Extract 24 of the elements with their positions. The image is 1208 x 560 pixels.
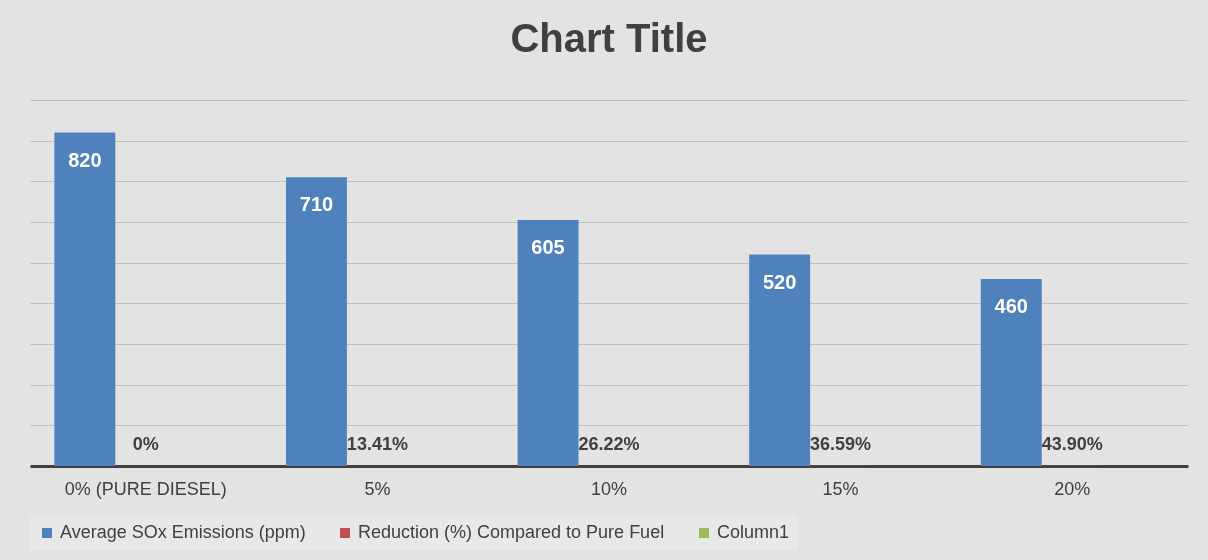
x-tick-label: 15%	[822, 478, 859, 499]
bar	[54, 132, 116, 466]
chart-title: Chart Title	[510, 16, 708, 60]
bar	[517, 219, 579, 466]
data-label: 26.22%	[578, 433, 640, 454]
x-tick-label: 20%	[1054, 478, 1091, 499]
data-label: 820	[68, 148, 102, 171]
legend-label: Column1	[717, 522, 790, 542]
x-tick-label: 5%	[364, 478, 391, 499]
data-label: 43.90%	[1041, 433, 1103, 454]
data-label: 710	[299, 193, 334, 216]
x-tick-label: 0% (PURE DIESEL)	[64, 478, 227, 499]
data-label: 605	[531, 235, 565, 258]
data-label: 13.41%	[346, 433, 408, 454]
bar	[749, 254, 811, 466]
bar	[980, 278, 1042, 466]
data-label: 460	[994, 294, 1028, 317]
data-label: 36.59%	[810, 433, 872, 454]
data-label: 520	[762, 270, 797, 293]
legend-label: Reduction (%) Compared to Pure Fuel	[358, 522, 665, 542]
data-label: 0%	[132, 434, 159, 454]
x-tick-label: 10%	[590, 478, 628, 499]
legend-label: Average SOx Emissions (ppm)	[60, 522, 306, 542]
bar	[285, 177, 347, 466]
